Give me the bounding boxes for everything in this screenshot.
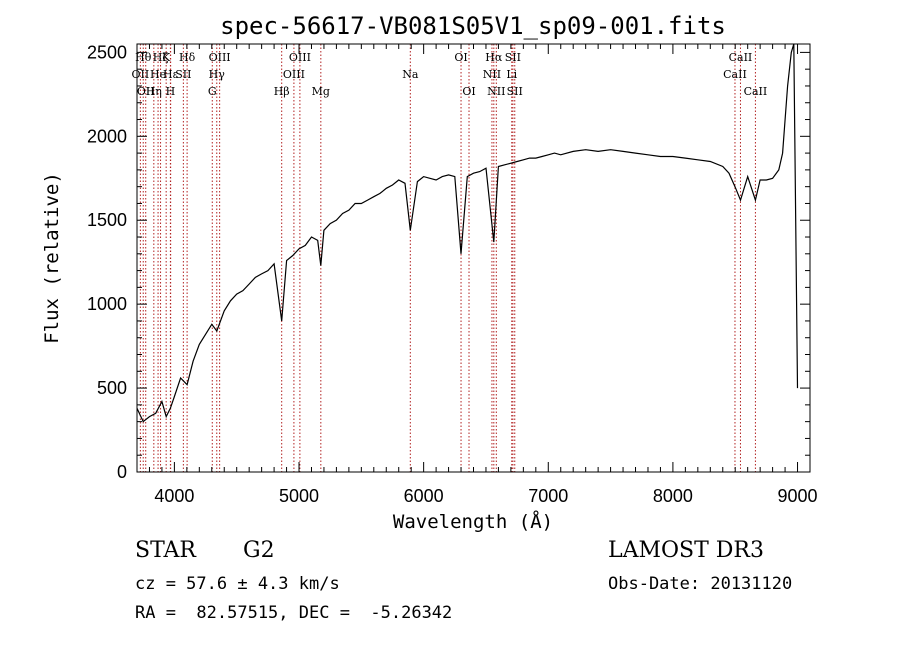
line-label-5: Hζ bbox=[153, 51, 169, 64]
line-label-7: H bbox=[166, 85, 176, 98]
line-label-25: SII bbox=[505, 51, 521, 64]
line-label-27: CaII bbox=[723, 68, 747, 81]
y-tick-label: 500 bbox=[97, 378, 127, 398]
x-axis: 4000 5000 6000 7000 8000 9000 bbox=[136, 44, 818, 506]
line-label-28: CaII bbox=[729, 51, 753, 64]
line-label-2: OII bbox=[137, 85, 155, 98]
line-label-3: Hη bbox=[146, 85, 162, 98]
object-subclass: G2 bbox=[243, 538, 275, 563]
line-label-8: Hε bbox=[163, 68, 179, 81]
line-label-13: OIII bbox=[209, 51, 231, 64]
x-axis-label: Wavelength (Å) bbox=[393, 510, 553, 533]
line-label-1: Hθ bbox=[135, 51, 152, 64]
y-axis: 0 500 1000 1500 2000 2500 bbox=[87, 42, 810, 482]
spectrum-line bbox=[136, 43, 799, 423]
line-label-18: Na bbox=[402, 68, 419, 81]
x-tick-label: 9000 bbox=[778, 486, 818, 506]
plot-frame bbox=[136, 43, 811, 473]
line-label-0: OII bbox=[132, 68, 150, 81]
x-tick-label: 8000 bbox=[653, 486, 693, 506]
x-tick-label: 6000 bbox=[404, 486, 444, 506]
line-label-11: G bbox=[208, 85, 217, 98]
y-tick-label: 1000 bbox=[87, 294, 127, 314]
spectral-line-labels: OIIHθOIIHηHeHζKHHεSIIHδGHγOIIIHβOIIIOIII… bbox=[132, 51, 768, 98]
line-label-23: NII bbox=[487, 85, 505, 98]
line-label-22: Hα bbox=[485, 51, 503, 64]
chart-title: spec-56617-VB081S05V1_sp09-001.fits bbox=[220, 12, 726, 40]
line-label-15: OIII bbox=[283, 68, 305, 81]
y-tick-label: 2000 bbox=[87, 126, 127, 146]
x-tick-label: 7000 bbox=[528, 486, 568, 506]
y-tick-label: 1500 bbox=[87, 210, 127, 230]
line-label-12: Hγ bbox=[209, 68, 226, 81]
line-label-14: Hβ bbox=[274, 85, 290, 98]
line-label-10: Hδ bbox=[179, 51, 196, 64]
line-label-17: Mg bbox=[312, 85, 330, 98]
y-axis-label: Flux (relative) bbox=[41, 172, 63, 344]
survey-name: LAMOST DR3 bbox=[608, 538, 764, 563]
line-label-16: OIII bbox=[289, 51, 311, 64]
line-label-29: CaII bbox=[744, 85, 768, 98]
line-label-21: NII bbox=[483, 68, 501, 81]
y-tick-label: 2500 bbox=[87, 42, 127, 62]
x-tick-label: 4000 bbox=[154, 486, 194, 506]
spectral-line-markers bbox=[139, 44, 756, 472]
coordinates: RA = 82.57515, DEC = -5.26342 bbox=[135, 603, 453, 623]
object-class: STAR bbox=[135, 538, 196, 563]
obs-date: Obs-Date: 20131120 bbox=[608, 574, 793, 594]
line-label-20: OI bbox=[462, 85, 475, 98]
x-tick-label: 5000 bbox=[279, 486, 319, 506]
line-label-9: SII bbox=[175, 68, 191, 81]
line-label-6: K bbox=[162, 51, 171, 64]
line-label-24: Li bbox=[506, 68, 517, 81]
line-label-19: OI bbox=[454, 51, 467, 64]
redshift-value: cz = 57.6 ± 4.3 km/s bbox=[135, 574, 340, 594]
line-label-26: SII bbox=[507, 85, 523, 98]
y-tick-label: 0 bbox=[117, 462, 127, 482]
line-label-4: He bbox=[150, 68, 166, 81]
